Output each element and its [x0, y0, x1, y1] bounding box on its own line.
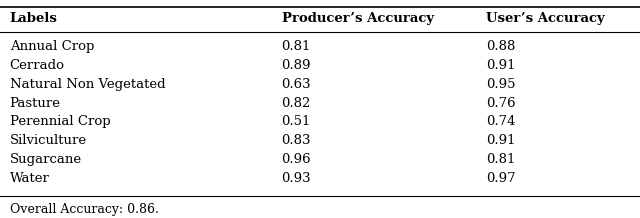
Text: 0.51: 0.51 [282, 115, 311, 128]
Text: Pasture: Pasture [10, 97, 61, 110]
Text: User’s Accuracy: User’s Accuracy [486, 12, 605, 25]
Text: 0.83: 0.83 [282, 134, 311, 147]
Text: 0.88: 0.88 [486, 40, 516, 53]
Text: Natural Non Vegetated: Natural Non Vegetated [10, 78, 165, 91]
Text: Perennial Crop: Perennial Crop [10, 115, 110, 128]
Text: 0.91: 0.91 [486, 134, 516, 147]
Text: 0.74: 0.74 [486, 115, 516, 128]
Text: 0.96: 0.96 [282, 153, 311, 166]
Text: 0.82: 0.82 [282, 97, 311, 110]
Text: 0.76: 0.76 [486, 97, 516, 110]
Text: 0.81: 0.81 [282, 40, 311, 53]
Text: Labels: Labels [10, 12, 58, 25]
Text: 0.81: 0.81 [486, 153, 516, 166]
Text: Sugarcane: Sugarcane [10, 153, 82, 166]
Text: Cerrado: Cerrado [10, 59, 65, 72]
Text: 0.95: 0.95 [486, 78, 516, 91]
Text: Annual Crop: Annual Crop [10, 40, 94, 53]
Text: Silviculture: Silviculture [10, 134, 87, 147]
Text: 0.89: 0.89 [282, 59, 311, 72]
Text: 0.91: 0.91 [486, 59, 516, 72]
Text: Producer’s Accuracy: Producer’s Accuracy [282, 12, 434, 25]
Text: 0.93: 0.93 [282, 172, 311, 185]
Text: 0.97: 0.97 [486, 172, 516, 185]
Text: Water: Water [10, 172, 49, 185]
Text: 0.63: 0.63 [282, 78, 311, 91]
Text: Overall Accuracy: 0.86.: Overall Accuracy: 0.86. [10, 203, 159, 216]
